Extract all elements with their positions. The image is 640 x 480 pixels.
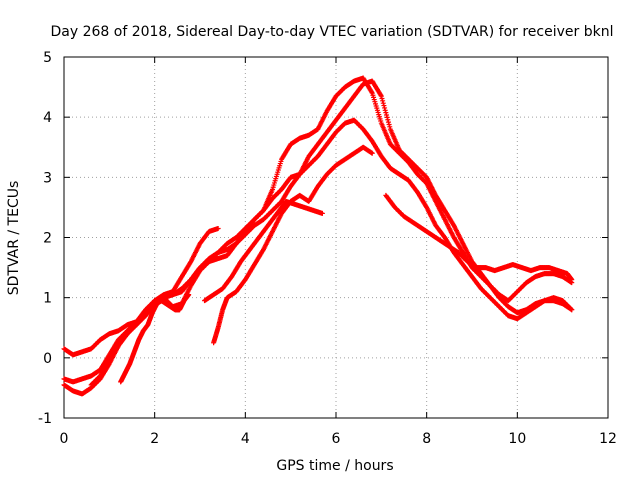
data-point <box>385 119 391 125</box>
x-tick-label: 0 <box>60 431 69 447</box>
data-point <box>568 306 574 312</box>
y-tick-label: -1 <box>38 411 52 427</box>
y-axis-label: SDTVAR / TECUs <box>6 181 22 296</box>
series-trace-8 <box>383 192 575 283</box>
y-tick-label: 1 <box>43 291 52 307</box>
x-tick-label: 12 <box>599 431 617 447</box>
y-tick-label: 5 <box>43 50 52 66</box>
data-point <box>387 124 393 130</box>
data-point <box>386 121 392 127</box>
x-tick-label: 4 <box>241 431 250 447</box>
data-point <box>379 95 385 101</box>
data-point <box>384 112 390 118</box>
data-point <box>319 210 325 216</box>
x-tick-labels: 0 2 4 6 8 10 12 <box>60 431 617 447</box>
data-point <box>382 105 388 111</box>
x-tick-label: 10 <box>508 431 526 447</box>
x-tick-label: 8 <box>422 431 431 447</box>
series-trace-4 <box>88 117 575 388</box>
x-tick-label: 2 <box>150 431 159 447</box>
x-tick-label: 6 <box>332 431 341 447</box>
series-trace-6 <box>211 144 375 346</box>
y-tick-label: 2 <box>43 231 52 247</box>
data-point <box>215 225 221 231</box>
data-point <box>384 114 390 120</box>
data-point <box>382 107 388 113</box>
data-point <box>378 93 384 99</box>
y-tick-labels: -1 0 1 2 3 4 5 <box>38 50 52 427</box>
data-point <box>186 292 192 298</box>
y-tick-label: 3 <box>43 170 52 186</box>
series-trace-5 <box>118 292 192 385</box>
y-tick-label: 0 <box>43 351 52 367</box>
x-axis-label: GPS time / hours <box>276 458 393 474</box>
data-point <box>381 103 387 109</box>
data-point <box>380 100 386 106</box>
data-point <box>383 110 389 116</box>
data-point <box>385 117 391 123</box>
grid-lines <box>64 57 608 418</box>
axis-ticks <box>63 56 609 419</box>
y-tick-label: 4 <box>43 110 52 126</box>
data-point <box>380 98 386 104</box>
data-point <box>369 150 375 156</box>
series-trace-7 <box>202 198 325 304</box>
data-point <box>569 307 575 313</box>
data-point <box>569 277 575 283</box>
chart-title: Day 268 of 2018, Sidereal Day-to-day VTE… <box>51 24 614 40</box>
data-points <box>61 75 575 397</box>
